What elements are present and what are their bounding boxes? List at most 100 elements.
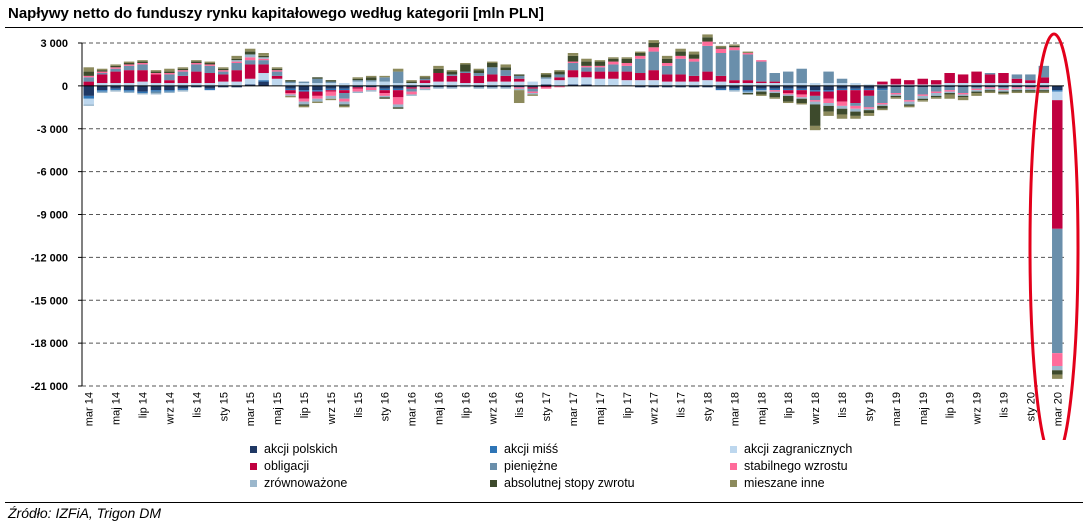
bar-segment	[352, 85, 364, 88]
bar-segment	[823, 103, 834, 106]
bar-segment	[702, 80, 713, 86]
bar-segment	[1052, 90, 1063, 92]
bar-segment	[944, 90, 955, 92]
bar-segment	[419, 78, 431, 81]
bar-segment	[433, 65, 444, 69]
bar-segment	[971, 71, 982, 84]
bar-segment	[137, 81, 148, 86]
bar-segment	[769, 83, 781, 86]
bar-segment	[540, 78, 552, 85]
bar-segment	[769, 97, 781, 99]
bar-segment	[150, 90, 162, 92]
bar-segment	[971, 93, 982, 96]
bar-segment	[218, 70, 229, 72]
bar-segment	[487, 81, 498, 86]
bar-segment	[325, 88, 337, 91]
x-tick-label: sty 20	[1025, 392, 1037, 421]
x-tick-label: sty 17	[541, 392, 553, 421]
bar-segment	[877, 103, 888, 105]
legend: akcji polskich akcji miśś akcji zagraniczn…	[250, 442, 890, 498]
x-tick-label: mar 18	[729, 392, 741, 426]
bar-segment	[379, 90, 390, 94]
bar-segment	[379, 95, 390, 98]
y-tick-label: -18 000	[31, 338, 68, 350]
bar-segment	[1011, 74, 1023, 79]
bar-segment	[809, 101, 821, 105]
bar-segment	[500, 64, 511, 68]
legend-label: akcji zagranicznych	[744, 442, 853, 456]
y-tick-label: 0	[62, 81, 68, 93]
bar-segment	[796, 90, 807, 95]
bar-segment	[904, 80, 915, 85]
bar-segment	[1052, 365, 1063, 371]
bar-segment	[782, 85, 794, 89]
bar-segment	[742, 83, 754, 86]
gridlines	[82, 42, 1064, 387]
stacked-bar-chart: 3 000 0 -3 000 -6 000 -9 000 -12 000 -15 000 -1…	[31, 32, 1080, 440]
bar-segment	[218, 74, 229, 82]
bar-segment	[191, 61, 202, 64]
y-tick-label: -15 000	[31, 295, 68, 307]
bar-segment	[594, 61, 606, 66]
bar-segment	[715, 47, 727, 49]
bar-segment	[191, 85, 202, 88]
legend-label: obligacji	[264, 459, 310, 473]
bar-segment	[850, 111, 861, 116]
bar-segment	[998, 73, 1009, 84]
bar-segment	[365, 75, 377, 78]
y-tick-label: 3 000	[40, 38, 68, 50]
bar-segment	[177, 85, 189, 89]
bar-segment	[1052, 85, 1063, 91]
bar-segment	[204, 83, 216, 86]
bar-segment	[298, 85, 310, 91]
bar-segment	[890, 93, 902, 95]
bar-segment	[540, 73, 552, 75]
bar-segment	[1025, 91, 1036, 94]
bar-segment	[231, 81, 242, 86]
bar-segment	[594, 71, 606, 79]
legend-item: akcji miśś	[490, 442, 558, 456]
bar-segment	[96, 85, 108, 91]
x-tick-label: maj 16	[433, 392, 445, 425]
bar-segment	[904, 105, 915, 108]
bar-segment	[379, 93, 390, 96]
bar-segment	[433, 68, 444, 74]
bar-segment	[204, 85, 216, 89]
bar-segment	[836, 108, 848, 115]
bar-segment	[110, 65, 121, 68]
chart-title: Napływy netto do funduszy rynku kapitało…	[8, 5, 544, 22]
bar-segment	[191, 83, 202, 86]
bar-segment	[137, 91, 148, 94]
bar-segment	[715, 85, 727, 89]
bar-segment	[863, 108, 875, 111]
bar-segment	[460, 64, 471, 72]
bar-segment	[756, 85, 767, 89]
bar-segment	[164, 80, 175, 84]
bar-segment	[271, 70, 283, 72]
bar-segment	[540, 84, 552, 86]
bar-segment	[419, 80, 431, 84]
bar-segment	[298, 101, 310, 105]
bar-segment	[298, 90, 310, 92]
bar-segment	[204, 63, 216, 65]
bar-segment	[392, 107, 404, 109]
x-tick-label: sty 18	[703, 392, 715, 421]
bar-segment	[83, 104, 94, 106]
bar-segment	[312, 95, 323, 99]
bar-segment	[513, 90, 525, 104]
bar-segment	[756, 94, 767, 96]
bar-segment	[809, 90, 821, 92]
bar-segment	[729, 88, 740, 91]
bar-segment	[258, 81, 269, 86]
bar-segment	[513, 88, 525, 91]
bar-segment	[473, 68, 485, 71]
bar-segment	[527, 88, 538, 92]
bar-segment	[339, 101, 350, 105]
bar-segment	[688, 51, 700, 55]
bar-segment	[567, 77, 579, 85]
bar-segment	[688, 58, 700, 62]
bar-segment	[244, 54, 256, 58]
bar-segment	[500, 81, 511, 86]
bar-segment	[877, 85, 888, 89]
bar-segment	[957, 93, 969, 95]
